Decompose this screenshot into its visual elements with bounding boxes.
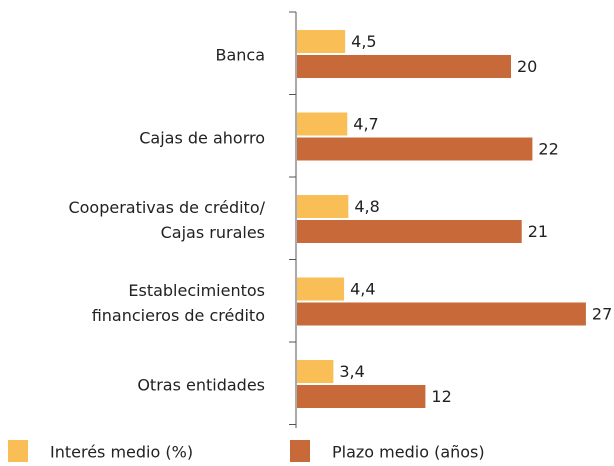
bar <box>297 195 349 218</box>
bar <box>297 302 586 326</box>
value-label: 4,8 <box>354 197 379 216</box>
value-label: 4,5 <box>351 32 376 51</box>
category-label: Cooperativas de crédito/ Cajas rurales <box>68 198 265 242</box>
category-label: Cajas de ahorro <box>139 128 265 147</box>
bar <box>297 277 345 301</box>
value-label: 21 <box>528 222 548 241</box>
value-label: 22 <box>538 140 558 159</box>
value-label: 12 <box>431 387 451 406</box>
legend-swatch <box>8 440 28 462</box>
legend-label: Interés medio (%) <box>50 443 193 462</box>
category-label: Otras entidades <box>137 375 265 395</box>
bar <box>297 385 426 408</box>
bar <box>297 112 348 136</box>
bar <box>297 55 511 78</box>
value-label: 3,4 <box>339 362 364 381</box>
bar <box>297 137 533 161</box>
legend-swatch <box>290 440 310 462</box>
category-label: Banca <box>215 45 265 65</box>
bar <box>297 220 522 243</box>
bar <box>297 360 334 383</box>
value-label: 27 <box>592 305 612 324</box>
bar <box>297 30 346 53</box>
value-label: 4,4 <box>350 280 375 299</box>
value-label: 4,7 <box>353 115 378 134</box>
category-label: Establecimientos financieros de crédito <box>91 280 265 325</box>
value-label: 20 <box>517 57 537 76</box>
legend-label: Plazo medio (años) <box>332 443 485 462</box>
